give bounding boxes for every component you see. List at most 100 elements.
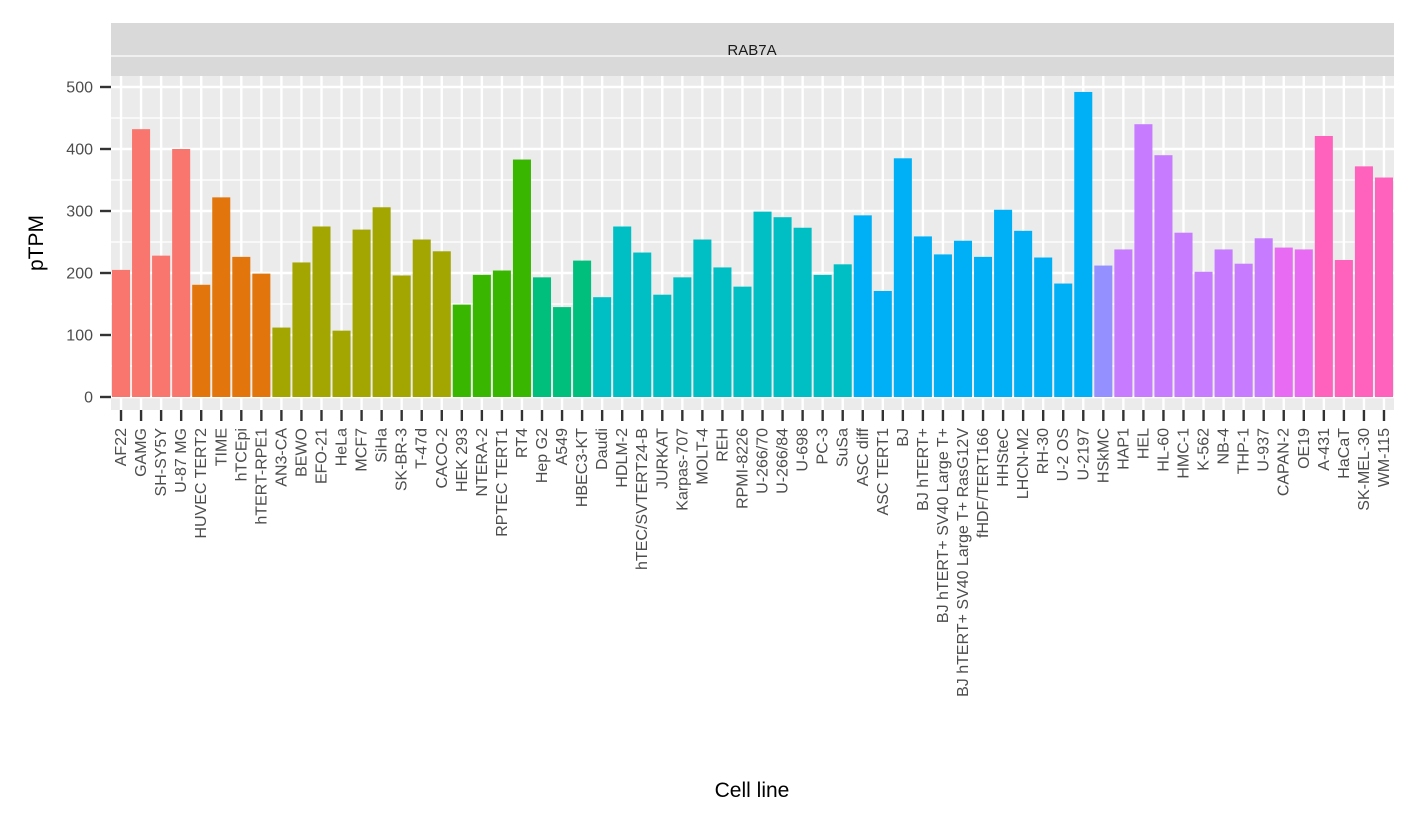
x-tick-label: U-266/70: [755, 428, 772, 494]
bar: [1114, 249, 1133, 397]
x-tick-label: PC-3: [815, 428, 832, 465]
y-tick-label: 100: [66, 328, 93, 345]
x-tick-label: NB-4: [1216, 428, 1233, 465]
x-tick-label: EFO-21: [313, 428, 330, 484]
x-tick-label: U-698: [795, 428, 812, 472]
bar: [412, 239, 431, 397]
x-tick-label: WM-115: [1376, 428, 1393, 487]
x-tick-label: HSkMC: [1095, 428, 1112, 483]
x-tick-label: AF22: [113, 428, 130, 466]
y-tick-label: 500: [66, 80, 93, 97]
bar: [472, 274, 491, 397]
bar: [773, 217, 792, 397]
bar: [1014, 230, 1033, 397]
x-tick-label: THP-1: [1236, 428, 1253, 474]
x-tick-label: Hep G2: [534, 428, 551, 483]
x-tick-label: NTERA-2: [474, 428, 491, 497]
bar: [573, 260, 592, 397]
x-tick-label: A-431: [1316, 428, 1333, 471]
x-tick-label: BJ: [895, 428, 912, 447]
bar: [532, 277, 552, 397]
bar: [172, 149, 191, 397]
bar: [713, 267, 732, 397]
bar: [432, 251, 451, 397]
bar: [1034, 257, 1053, 397]
bar: [693, 239, 712, 397]
bar: [292, 262, 311, 397]
facet-strip: [111, 23, 1394, 76]
bar: [212, 197, 231, 397]
x-tick-label: SH-SY5Y: [153, 428, 170, 497]
bars: [112, 91, 1393, 398]
bar: [1214, 249, 1233, 397]
x-tick-label: U-87 MG: [173, 428, 190, 493]
y-tick-label: 0: [84, 390, 93, 407]
bar: [232, 256, 251, 397]
bar: [132, 129, 151, 397]
bar: [933, 254, 952, 397]
x-tick-label: JURKAT: [654, 428, 671, 489]
x-tick-label: HMC-1: [1176, 428, 1193, 479]
x-tick-label: HAP1: [1115, 428, 1132, 470]
y-tick-label: 300: [66, 204, 93, 221]
bar: [813, 274, 832, 397]
y-tick-label: 200: [66, 266, 93, 283]
x-tick-label: U-2 OS: [1055, 428, 1072, 481]
bar: [492, 270, 511, 397]
x-tick-label: HL-60: [1155, 428, 1172, 472]
y-axis-title: pTPM: [25, 215, 48, 271]
x-tick-label: RPMI-8226: [734, 428, 751, 509]
x-tick-label: HHSteC: [995, 428, 1012, 487]
bar: [893, 158, 912, 397]
bar: [553, 307, 572, 397]
x-tick-label: HUVEC TERT2: [193, 428, 210, 539]
bar: [1234, 263, 1253, 397]
bar: [1274, 247, 1293, 397]
bar: [372, 207, 391, 397]
bar: [1074, 91, 1093, 398]
x-tick-label: hTERT-RPE1: [253, 428, 270, 525]
x-tick-label: hTEC/SVTERT24-B: [634, 428, 651, 570]
bar: [673, 277, 692, 397]
x-tick-label: BEWO: [293, 428, 310, 477]
y-axis: 0 100 200 300 400 500: [66, 80, 111, 407]
bar: [272, 327, 291, 397]
x-tick-label: fHDF/TERT166: [975, 428, 992, 538]
bar: [593, 297, 612, 397]
bar: [1054, 283, 1073, 397]
bar: [613, 226, 632, 397]
x-tick-label: HEK 293: [454, 428, 471, 492]
x-tick-label: TIME: [213, 428, 230, 466]
bar: [1174, 232, 1193, 397]
x-tick-label: ASC diff: [855, 427, 872, 486]
x-tick-label: RH-30: [1035, 428, 1052, 474]
x-tick-label: U-266/84: [775, 428, 792, 494]
bar: [1194, 271, 1213, 397]
x-tick-label: CAPAN-2: [1276, 428, 1293, 496]
bar: [1294, 249, 1313, 397]
bar: [312, 226, 331, 397]
bar: [653, 294, 672, 397]
y-tick-label: 400: [66, 142, 93, 159]
x-tick-label: HDLM-2: [614, 428, 631, 488]
bar: [332, 330, 351, 397]
x-tick-label: SK-BR-3: [394, 428, 411, 491]
bar: [833, 264, 852, 397]
x-tick-label: Karpas-707: [674, 428, 691, 511]
x-tick-label: SK-MEL-30: [1356, 428, 1373, 511]
bar: [1354, 166, 1373, 397]
x-tick-label: U-2197: [1075, 428, 1092, 481]
bar: [994, 209, 1013, 397]
bar: [1094, 265, 1113, 397]
x-tick-label: CACO-2: [434, 428, 451, 489]
bar: [252, 273, 271, 397]
bar: [192, 284, 211, 397]
x-tick-label: BJ hTERT+ SV40 Large T+ RasG12V: [955, 428, 972, 697]
x-tick-label: A549: [554, 428, 571, 465]
x-axis-title: Cell line: [715, 779, 790, 802]
x-tick-label: HEL: [1135, 428, 1152, 459]
x-tick-label: RT4: [514, 428, 531, 458]
bar: [112, 269, 131, 397]
bar: [1154, 155, 1173, 397]
